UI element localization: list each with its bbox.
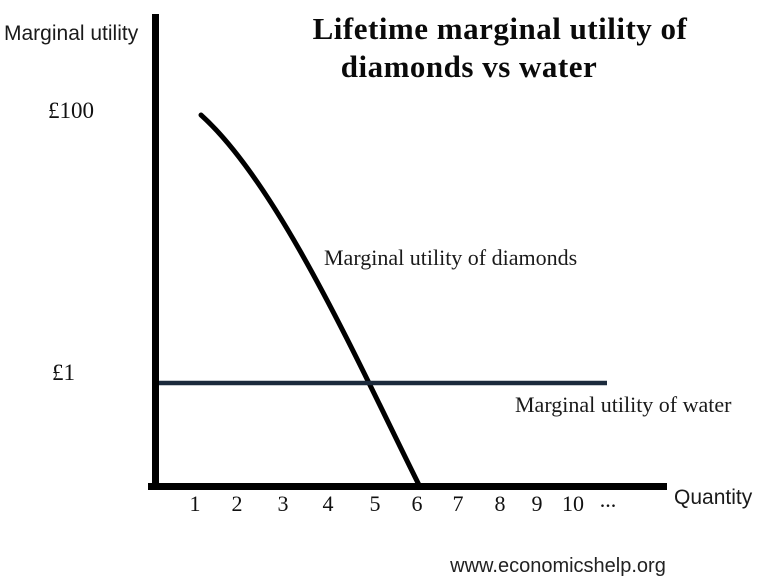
diamonds-series-label: Marginal utility of diamonds: [324, 245, 578, 270]
x-tick-label: 10: [562, 491, 584, 516]
x-tick-ellipsis: ...: [599, 487, 617, 512]
x-tick-label: 3: [277, 491, 289, 516]
chart-title-line1: Lifetime marginal utility of: [312, 11, 688, 46]
x-tick-label: 1: [189, 491, 201, 516]
x-tick-label: 7: [452, 491, 464, 516]
y-axis-label: Marginal utility: [4, 22, 139, 45]
chart-title-line2: diamonds vs water: [340, 49, 598, 84]
x-tick-label: 8: [494, 491, 506, 516]
x-tick-label: 6: [411, 491, 423, 516]
x-tick-label: 5: [369, 491, 381, 516]
water-series-label: Marginal utility of water: [515, 392, 732, 417]
x-tick-label: 9: [531, 491, 543, 516]
x-axis-label: Quantity: [674, 486, 753, 509]
x-tick-label: 2: [231, 491, 243, 516]
y-tick-100: £100: [48, 98, 94, 123]
x-tick-label: 4: [322, 491, 334, 516]
watermark-url: www.economicshelp.org: [450, 555, 666, 577]
y-tick-1: £1: [52, 360, 75, 385]
diamonds-curve: [198, 112, 423, 490]
